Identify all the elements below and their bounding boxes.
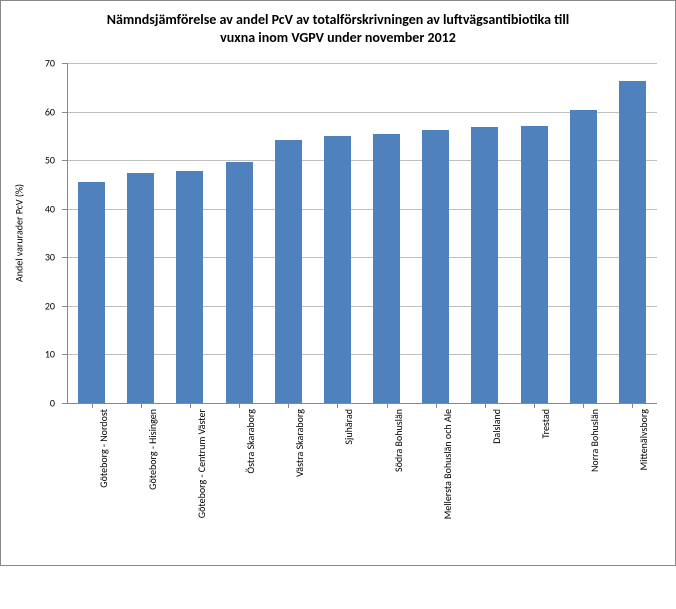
x-tick-label: Trestad [539,409,552,609]
y-axis-line [67,63,68,403]
x-tick-mark [92,403,93,408]
x-tick-mark [288,403,289,408]
y-axis-label: Andel varurader PcV (%) [13,184,26,282]
bar [324,136,351,403]
y-tick-label: 0 [50,397,55,410]
gridline [67,160,657,161]
gridline [67,112,657,113]
gridline [67,63,657,64]
x-tick-mark [632,403,633,408]
x-tick-mark [436,403,437,408]
x-tick-mark [387,403,388,408]
x-tick-mark [239,403,240,408]
gridline [67,209,657,210]
gridline [67,306,657,307]
bar [373,134,400,403]
bar [226,162,253,403]
gridline [67,257,657,258]
x-tick-label: Göteborg - Nordost [97,409,110,609]
x-tick-label: Sjuhärad [342,409,355,609]
x-tick-mark [485,403,486,408]
bar [127,173,154,403]
x-axis-line [67,403,657,404]
x-tick-label: Östra Skaraborg [244,409,257,609]
y-tick-label: 20 [45,299,55,312]
bar [78,182,105,403]
x-tick-label: Västra Skaraborg [293,409,306,609]
x-tick-label: Södra Bohuslän [392,409,405,609]
chart-container: Nämndsjämförelse av andel PcV av totalfö… [0,0,676,566]
y-tick-label: 40 [45,202,55,215]
x-tick-mark [534,403,535,408]
x-tick-mark [583,403,584,408]
bar [176,171,203,403]
x-tick-label: Göteborg - Centrum Väster [195,409,208,609]
x-tick-label: Norra Bohuslän [588,409,601,609]
y-tick-label: 30 [45,251,55,264]
bar [275,140,302,403]
bar [619,81,646,403]
bar [521,126,548,403]
x-tick-mark [190,403,191,408]
gridline [67,354,657,355]
x-tick-mark [337,403,338,408]
y-tick-label: 70 [45,57,55,70]
x-tick-label: Mellersta Bohuslän och Ale [441,409,454,609]
y-tick-label: 50 [45,154,55,167]
x-tick-label: Göteborg - Hisingen [146,409,159,609]
bar [422,130,449,403]
x-tick-label: Dalsland [490,409,503,609]
plot-area [67,63,657,403]
y-tick-label: 10 [45,348,55,361]
bar [570,110,597,403]
y-tick-label: 60 [45,105,55,118]
x-tick-label: Mittenälvsborg [637,409,650,609]
bar [471,127,498,403]
chart-title: Nämndsjämförelse av andel PcV av totalfö… [1,11,675,47]
x-tick-mark [141,403,142,408]
